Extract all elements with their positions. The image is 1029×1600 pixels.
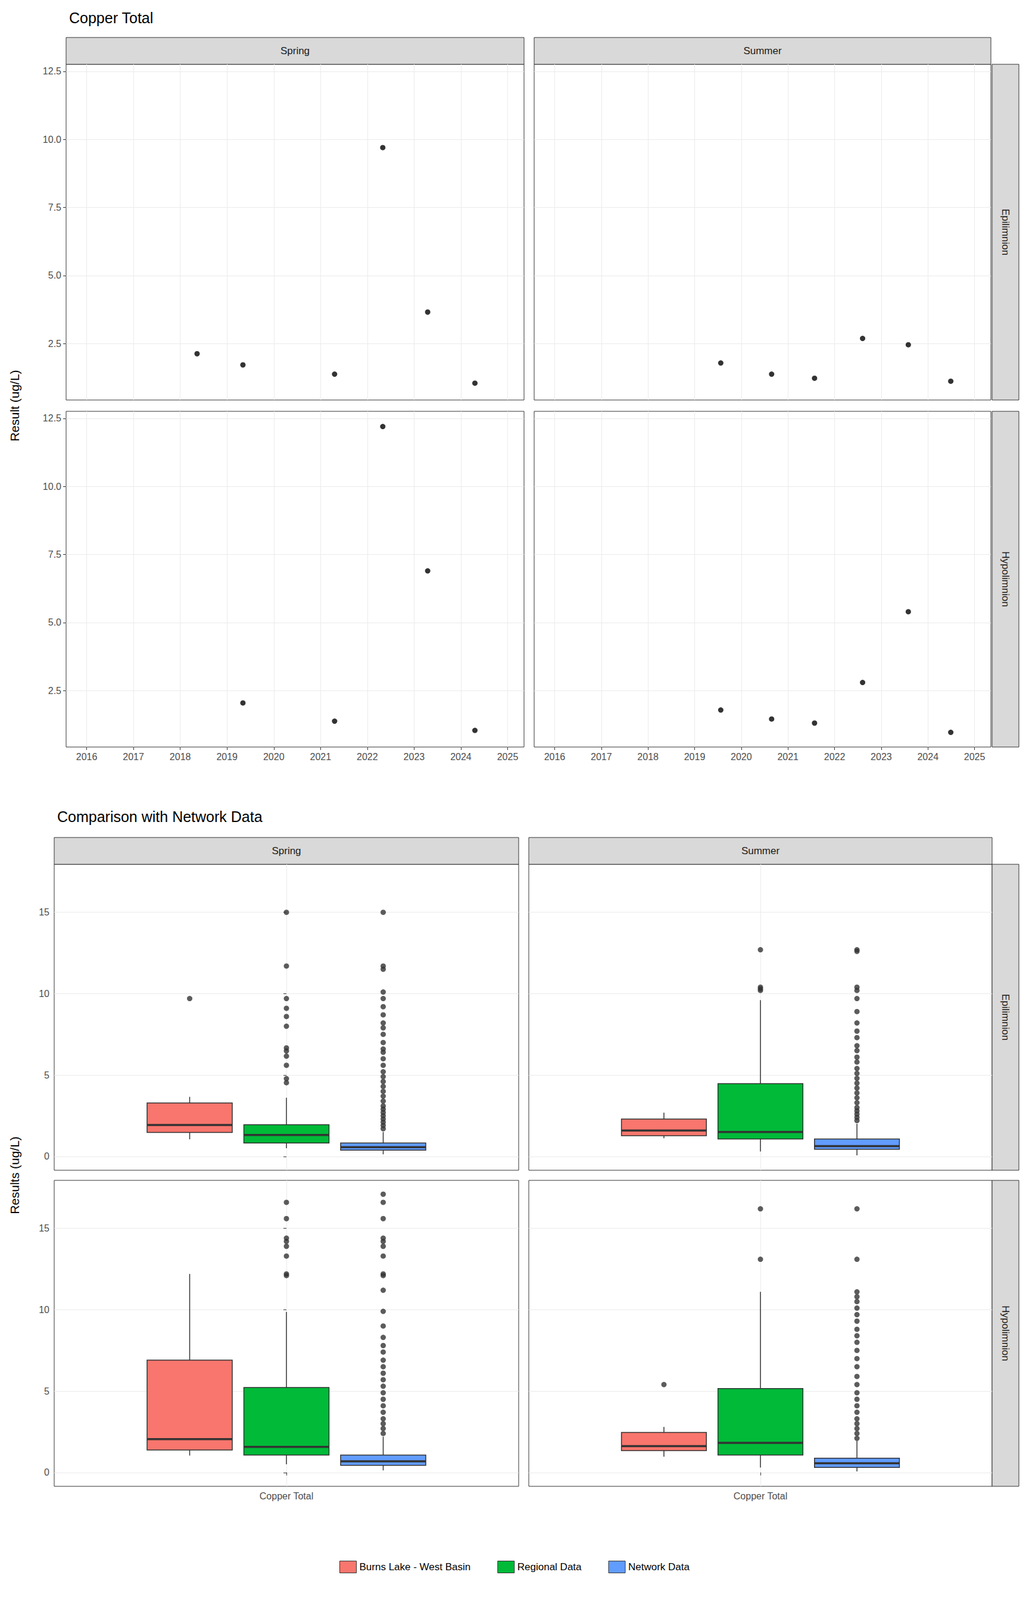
svg-text:2022: 2022: [824, 752, 846, 763]
svg-text:2019: 2019: [684, 752, 706, 763]
svg-text:2023: 2023: [403, 752, 426, 763]
svg-text:2016: 2016: [544, 752, 566, 763]
svg-text:Regional Data: Regional Data: [517, 1561, 582, 1574]
svg-text:2.5: 2.5: [48, 338, 62, 349]
svg-text:2018: 2018: [169, 752, 192, 763]
svg-text:Hypolimnion: Hypolimnion: [999, 1305, 1012, 1362]
svg-text:5: 5: [44, 1070, 50, 1081]
svg-text:2024: 2024: [917, 752, 939, 763]
svg-text:Summer: Summer: [743, 45, 782, 57]
svg-text:10: 10: [38, 989, 50, 1000]
svg-text:2021: 2021: [310, 752, 332, 763]
svg-text:2021: 2021: [777, 752, 799, 763]
svg-text:0: 0: [44, 1151, 50, 1162]
svg-text:Epilimnion: Epilimnion: [999, 209, 1012, 256]
svg-text:2025: 2025: [497, 752, 519, 763]
svg-text:Hypolimnion: Hypolimnion: [999, 551, 1012, 608]
svg-text:Epilimnion: Epilimnion: [999, 994, 1012, 1041]
svg-text:5.0: 5.0: [48, 270, 62, 281]
svg-text:Results (ug/L): Results (ug/L): [7, 1136, 22, 1215]
svg-text:15: 15: [38, 907, 50, 918]
svg-text:Comparison with Network Data: Comparison with Network Data: [57, 808, 263, 826]
svg-text:Summer: Summer: [741, 845, 781, 857]
svg-text:7.5: 7.5: [48, 549, 62, 560]
svg-text:2019: 2019: [216, 752, 238, 763]
svg-text:5.0: 5.0: [48, 617, 62, 628]
svg-text:2023: 2023: [870, 752, 893, 763]
svg-text:10.0: 10.0: [42, 481, 62, 492]
svg-text:10: 10: [38, 1305, 50, 1316]
svg-text:Spring: Spring: [271, 845, 301, 857]
svg-text:2016: 2016: [76, 752, 98, 763]
svg-text:7.5: 7.5: [48, 202, 62, 213]
svg-text:12.5: 12.5: [42, 413, 62, 424]
svg-text:2022: 2022: [356, 752, 379, 763]
svg-text:2017: 2017: [590, 752, 613, 763]
svg-text:2024: 2024: [450, 752, 472, 763]
svg-text:2025: 2025: [964, 752, 986, 763]
svg-text:10.0: 10.0: [42, 134, 62, 145]
svg-text:15: 15: [38, 1223, 50, 1234]
svg-text:12.5: 12.5: [42, 66, 62, 77]
svg-text:2018: 2018: [637, 752, 659, 763]
svg-text:Copper Total: Copper Total: [259, 1491, 314, 1502]
svg-text:Result (ug/L): Result (ug/L): [7, 369, 22, 442]
svg-text:2020: 2020: [263, 752, 285, 763]
svg-text:0: 0: [44, 1467, 50, 1478]
svg-text:Network Data: Network Data: [628, 1561, 691, 1574]
svg-text:Burns Lake - West Basin: Burns Lake - West Basin: [359, 1561, 472, 1574]
svg-text:Copper Total: Copper Total: [69, 9, 154, 27]
svg-text:Copper Total: Copper Total: [733, 1491, 788, 1502]
svg-text:5: 5: [44, 1386, 50, 1398]
svg-text:Spring: Spring: [280, 45, 310, 57]
svg-text:2020: 2020: [730, 752, 753, 763]
svg-text:2.5: 2.5: [48, 686, 62, 697]
svg-text:2017: 2017: [122, 752, 145, 763]
